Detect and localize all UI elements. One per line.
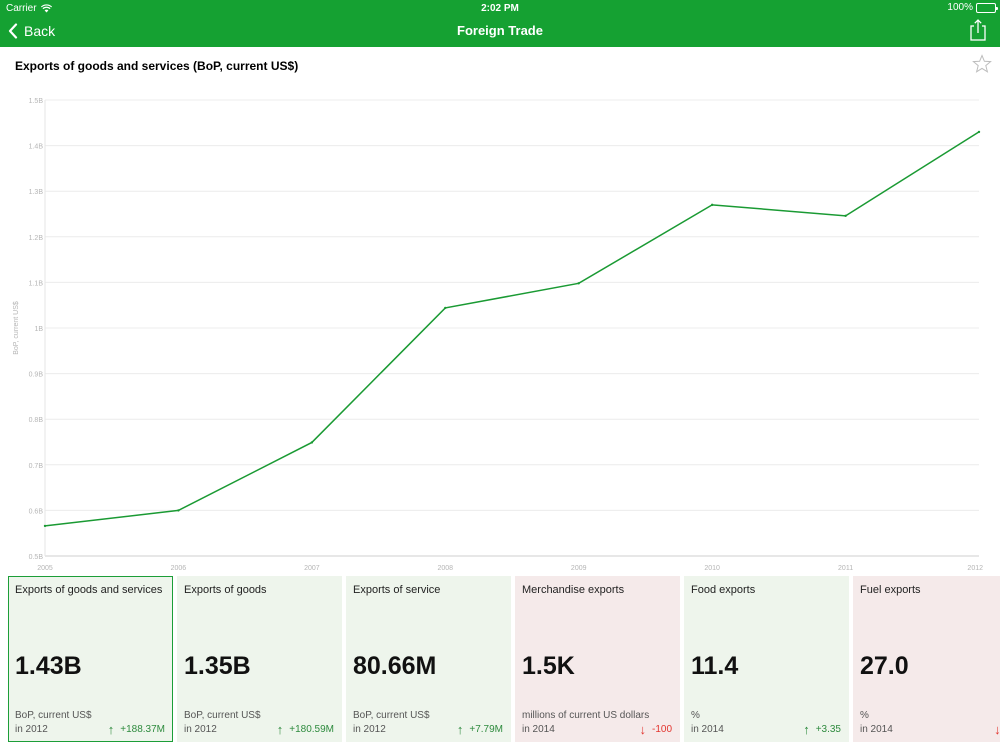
card-value: 11.4 (691, 652, 739, 680)
data-point (177, 509, 180, 512)
card-title: Food exports (691, 584, 756, 596)
card-period: in 2012 (184, 724, 217, 735)
data-point (710, 203, 714, 207)
share-icon (970, 19, 986, 41)
exports-line-chart: 0.5B 0.6B 0.7B 0.8B 0.9B 1B 1.1B 1.2B 1.3B 1.4B 1.… (13, 98, 983, 572)
indicator-card[interactable]: Exports of goods and services 1.43B BoP, c… (8, 576, 173, 742)
card-period: in 2014 (522, 724, 555, 735)
card-unit: BoP, current US$ (353, 710, 430, 721)
card-unit: BoP, current US$ (15, 710, 92, 721)
carrier-indicator: Carrier (6, 3, 52, 14)
arrow-down-icon: ↓ (639, 722, 646, 737)
card-change: ↓ -100 (639, 722, 672, 737)
card-value: 1.5K (522, 652, 575, 680)
x-tick-label: 2012 (967, 565, 983, 572)
arrow-up-icon: ↑ (107, 722, 115, 737)
indicator-card[interactable]: Merchandise exports 1.5K millions of curre… (515, 576, 680, 742)
favorite-button[interactable] (972, 54, 992, 79)
back-button[interactable]: Back (8, 20, 55, 42)
data-point (43, 524, 47, 528)
card-period: in 2014 (691, 724, 724, 735)
arrow-up-icon: ↑ (456, 722, 464, 737)
x-tick-label: 2010 (704, 565, 720, 572)
card-title: Exports of goods and services (15, 584, 163, 596)
y-tick-label: 1.2B (29, 235, 44, 242)
x-tick-label: 2009 (571, 565, 587, 572)
navigation-bar: Back Foreign Trade (0, 16, 1000, 47)
chart-title: Exports of goods and services (BoP, curr… (15, 59, 299, 73)
data-point (577, 282, 580, 285)
card-value: 1.35B (184, 652, 251, 680)
top-bar: Carrier 2:02 PM 100% Back Foreign Trade (0, 0, 1000, 47)
x-tick-label: 2011 (838, 565, 853, 572)
indicator-card[interactable]: Food exports 11.4% in 2014 ↑ +3.35 (684, 576, 849, 742)
card-unit: millions of current US dollars (522, 710, 650, 721)
arrow-up-icon: ↑ (803, 722, 810, 737)
y-tick-label: 1.1B (29, 280, 44, 287)
x-tick-label: 2008 (437, 565, 453, 572)
card-unit: % (860, 710, 869, 721)
x-tick-label: 2007 (304, 565, 320, 572)
card-change-value: +188.37M (120, 724, 165, 735)
y-tick-label: 1.4B (29, 144, 44, 151)
card-change: ↓- (994, 722, 1000, 737)
card-change-value: -100 (651, 724, 672, 735)
page-title: Foreign Trade (457, 23, 543, 38)
card-title: Exports of service (353, 584, 441, 596)
y-tick-label: 0.6B (29, 508, 44, 515)
carrier-label: Carrier (6, 3, 37, 14)
card-value: 27.0 (860, 652, 909, 680)
back-label: Back (24, 23, 56, 39)
indicator-card[interactable]: Exports of service 80.66M BoP, current US$… (346, 576, 511, 742)
y-tick-label: 1B (34, 326, 43, 333)
y-tick-label: 1.3B (29, 189, 44, 196)
card-unit: BoP, current US$ (184, 710, 261, 721)
arrow-down-icon: ↓ (994, 722, 1000, 737)
card-unit: % (691, 710, 700, 721)
battery-icon (976, 2, 998, 13)
y-tick-label: 0.8B (29, 417, 44, 424)
data-point (444, 306, 447, 310)
x-tick-label: 2006 (171, 565, 187, 572)
chevron-left-icon (8, 23, 18, 39)
data-point (844, 214, 847, 218)
card-period: in 2012 (353, 724, 386, 735)
y-tick-label: 0.5B (29, 554, 44, 561)
card-title: Exports of goods (184, 584, 267, 596)
arrow-up-icon: ↑ (276, 722, 284, 737)
card-period: in 2014 (860, 724, 893, 735)
status-time: 2:02 PM (481, 3, 519, 14)
status-bar: Carrier 2:02 PM 100% (0, 0, 1000, 16)
battery-percent: 100% (947, 2, 973, 13)
card-change-value: +180.59M (289, 724, 334, 735)
y-tick-label: 1.5B (29, 98, 44, 105)
card-value: 80.66M (353, 652, 437, 680)
share-button[interactable] (970, 19, 986, 46)
star-icon (972, 54, 992, 73)
card-change: ↑ +3.35 (803, 722, 841, 737)
y-axis-title: BoP, current US$ (13, 301, 20, 355)
card-change-value: +3.35 (815, 724, 841, 735)
card-period: in 2012 (15, 724, 48, 735)
data-point (977, 130, 981, 134)
card-change: ↑ +7.79M (457, 722, 503, 737)
card-title: Merchandise exports (522, 584, 625, 596)
y-tick-label: 0.7B (29, 463, 44, 470)
data-point (310, 441, 314, 444)
series-line (44, 131, 980, 527)
card-change: ↑ +180.59M (277, 722, 334, 737)
x-tick-label: 2005 (37, 565, 53, 572)
card-change: ↑ +188.37M (108, 722, 165, 737)
y-tick-label: 0.9B (29, 372, 44, 379)
wifi-icon (40, 4, 52, 13)
indicator-card[interactable]: Exports of goods 1.35B BoP, current US$ in … (177, 576, 342, 742)
battery-indicator: 100% (947, 2, 998, 13)
indicator-card[interactable]: Fuel exports 27.0% in 2014 ↓- (853, 576, 1000, 742)
indicator-cards: Exports of goods and services 1.43B BoP, c… (8, 576, 1000, 742)
card-change-value: +7.79M (469, 724, 503, 735)
card-title: Fuel exports (860, 584, 921, 596)
card-value: 1.43B (15, 652, 82, 680)
